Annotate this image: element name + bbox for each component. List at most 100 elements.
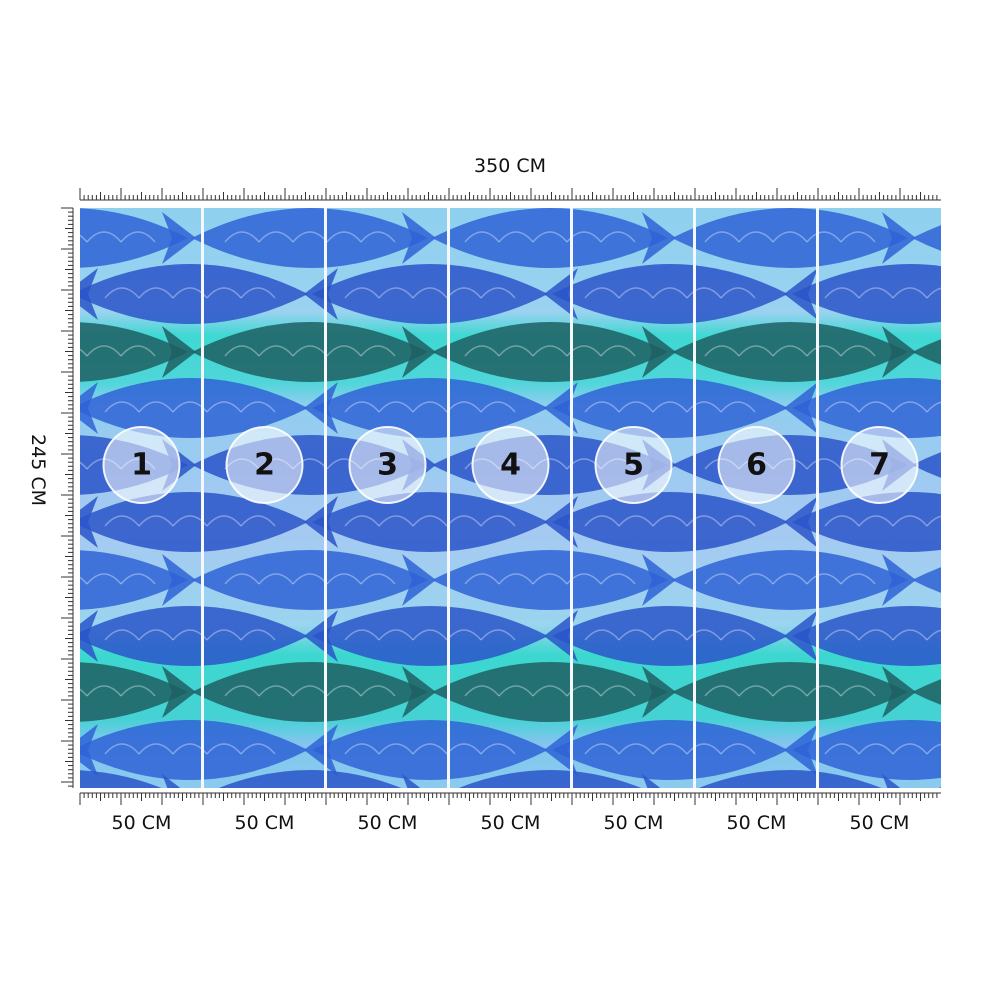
fish-scale	[720, 743, 756, 755]
fish-scale	[498, 345, 534, 357]
fish-scale	[618, 515, 654, 527]
fish	[792, 720, 941, 780]
fish-scale	[720, 401, 756, 413]
fish-scale	[584, 401, 620, 413]
fish-scale	[172, 401, 208, 413]
fish	[552, 606, 788, 666]
panel-width-label: 50 CM	[481, 812, 541, 834]
panel-width-label: 50 CM	[358, 812, 418, 834]
fish-scale	[86, 231, 122, 243]
fish-scale	[326, 685, 362, 697]
fish-scale	[224, 345, 260, 357]
fish	[432, 208, 668, 268]
fish-scale	[138, 515, 174, 527]
fish	[912, 225, 941, 251]
fish-scale	[806, 345, 842, 357]
height-label: 245 CM	[27, 434, 49, 506]
fish	[432, 322, 668, 382]
fish	[312, 492, 548, 552]
fish-scale	[464, 231, 500, 243]
panel-seam	[447, 208, 450, 788]
fish-scale	[652, 287, 688, 299]
fish-scale	[344, 743, 380, 755]
fish-scale	[258, 345, 294, 357]
fish-scale	[498, 685, 534, 697]
fish	[80, 492, 308, 552]
fish	[792, 492, 941, 552]
fish-scale	[360, 345, 396, 357]
fish-scale	[600, 345, 636, 357]
fish-scale	[344, 401, 380, 413]
fish-tail	[162, 212, 196, 264]
fish	[80, 606, 308, 666]
fish	[912, 452, 941, 478]
fish-scale	[738, 573, 774, 585]
fish-scale	[584, 287, 620, 299]
fish-scale	[618, 401, 654, 413]
fish-scale	[600, 573, 636, 585]
fish-scale	[840, 573, 876, 585]
fish-scale	[720, 287, 756, 299]
fish-scale	[412, 629, 448, 641]
fish-scale	[532, 231, 568, 243]
fish-scale	[618, 629, 654, 641]
fish-scale	[704, 345, 740, 357]
panel-number: 4	[500, 448, 521, 483]
fish-scale	[686, 287, 722, 299]
panel-seam	[693, 208, 696, 788]
fish	[192, 208, 428, 268]
fish-scale	[378, 287, 414, 299]
fish-scale	[86, 573, 122, 585]
fish-scale	[360, 573, 396, 585]
fish-scale	[584, 629, 620, 641]
fish-scale	[412, 515, 448, 527]
fish-scale	[720, 629, 756, 641]
fish-tail	[882, 666, 916, 718]
fish-scale	[532, 685, 568, 697]
fish	[312, 606, 548, 666]
rulers	[61, 188, 941, 805]
fish-scale	[378, 629, 414, 641]
fish-scale	[326, 231, 362, 243]
fish-scale	[224, 573, 260, 585]
fish-tail	[80, 610, 98, 662]
fish	[80, 662, 188, 722]
panel-width-label: 50 CM	[727, 812, 787, 834]
panel-width-label: 50 CM	[112, 812, 172, 834]
fish-scale	[206, 515, 242, 527]
fish-scale	[824, 743, 860, 755]
fish-scale	[172, 287, 208, 299]
fish-scale	[240, 287, 276, 299]
fish-scale	[206, 401, 242, 413]
panel-number: 6	[746, 448, 767, 483]
pattern	[80, 208, 941, 788]
fish-tail	[642, 326, 676, 378]
fish-scale	[686, 743, 722, 755]
fish-scale	[840, 685, 876, 697]
fish-scale	[652, 515, 688, 527]
fish-tail	[402, 326, 436, 378]
fish	[192, 550, 428, 610]
fish-scale	[652, 629, 688, 641]
fish-scale	[704, 685, 740, 697]
fish-scale	[360, 685, 396, 697]
fish-scale	[858, 401, 894, 413]
fish-scale	[104, 287, 140, 299]
fish-scale	[584, 515, 620, 527]
fish	[312, 264, 548, 324]
fish-scale	[240, 401, 276, 413]
fish	[312, 720, 548, 780]
fish-scale	[104, 515, 140, 527]
fish-scale	[600, 231, 636, 243]
fish	[672, 662, 908, 722]
fish-scale	[120, 231, 156, 243]
fish-tail	[80, 382, 98, 434]
fish-scale	[892, 515, 928, 527]
fish-scale	[892, 743, 928, 755]
fish	[792, 378, 941, 438]
panel-seam	[324, 208, 327, 788]
panel-badge	[717, 426, 796, 504]
fish-scale	[360, 231, 396, 243]
fish-scale	[840, 345, 876, 357]
